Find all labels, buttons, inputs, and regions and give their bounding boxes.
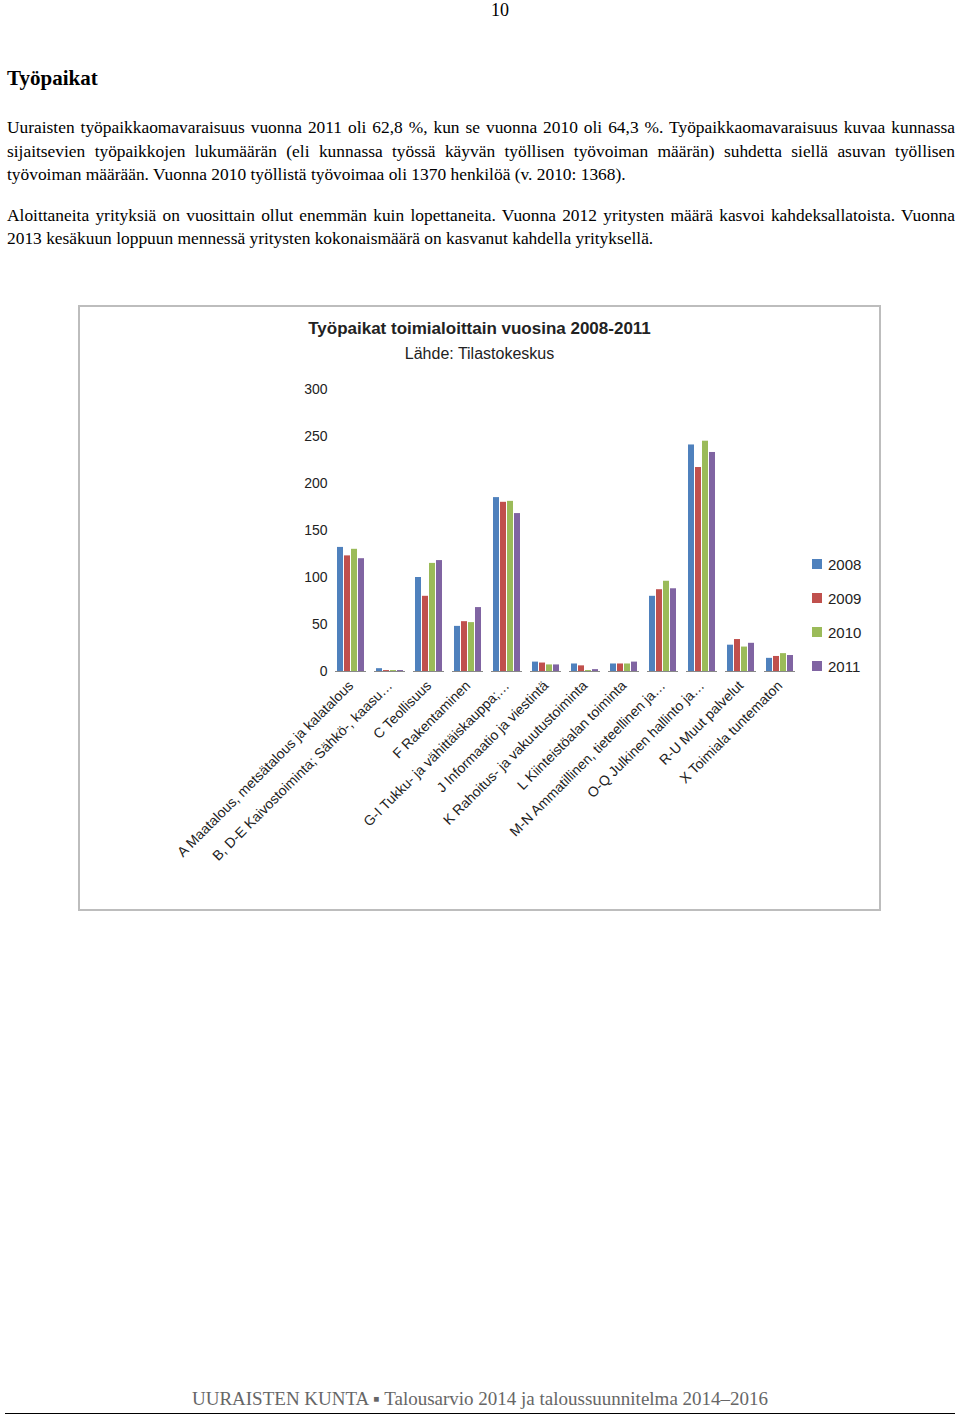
svg-text:50: 50 [312,616,328,632]
html-text:Lähde: Tilastokeskus: Lähde: Tilastokeskus [404,345,555,362]
svg-text:A Maatalous, metsätalous ja ka: A Maatalous, metsätalous ja kalatalous [174,677,356,859]
svg-text:B, D-E Kaivostoiminta; Sähkö-,: B, D-E Kaivostoiminta; Sähkö-, kaasu… [209,677,395,863]
html-text:UURAISTEN KUNTA ▪ Talousarvio: UURAISTEN KUNTA ▪ Talousarvio 2014 ja ta… [191,1388,769,1409]
html-text:10: 10 [491,0,509,20]
html-text:2010: 2010 [828,623,862,641]
svg-text:X Toimiala tuntematon: X Toimiala tuntematon [676,677,785,786]
svg-text:M-N Ammatillinen, tieteellinen: M-N Ammatillinen, tieteellinen ja… [506,677,668,839]
html-text:Työpaikat toimialoittain vuosi: Työpaikat toimialoittain vuosina 2008-20… [308,319,651,338]
svg-text:200: 200 [304,475,328,491]
svg-text:K Rahoitus- ja vakuutustoimint: K Rahoitus- ja vakuutustoiminta [440,677,591,828]
svg-text:L Kiinteistöalan toiminta: L Kiinteistöalan toiminta [513,677,630,793]
svg-text:J Informaatio ja viestintä: J Informaatio ja viestintä [433,677,552,796]
html-text:Uuraisten työpaikkaomavaraisuu: Uuraisten työpaikkaomavaraisuus vuonna 2… [7,117,955,184]
html-text:Aloittaneita yrityksiä on vuos: Aloittaneita yrityksiä on vuosittain oll… [7,204,955,248]
svg-text:R-U Muut palvelut: R-U Muut palvelut [655,677,747,768]
svg-text:0: 0 [320,663,328,679]
svg-text:300: 300 [304,381,328,397]
svg-text:100: 100 [304,569,328,585]
svg-text:150: 150 [304,522,328,538]
svg-text:250: 250 [304,428,328,444]
html-text:2008: 2008 [828,555,862,573]
svg-text:G-I Tukku- ja vähittäiskauppa;: G-I Tukku- ja vähittäiskauppa;… [360,677,512,829]
html-text:2011: 2011 [828,657,861,675]
svg-text:C Teollisuus: C Teollisuus [369,677,435,742]
svg-text:F Rakentaminen: F Rakentaminen [389,677,474,762]
svg-text:O-Q Julkinen hallinto ja…: O-Q Julkinen hallinto ja… [583,677,708,801]
html-text:2009: 2009 [828,589,862,607]
html-text:Työpaikat: Työpaikat [7,66,98,90]
